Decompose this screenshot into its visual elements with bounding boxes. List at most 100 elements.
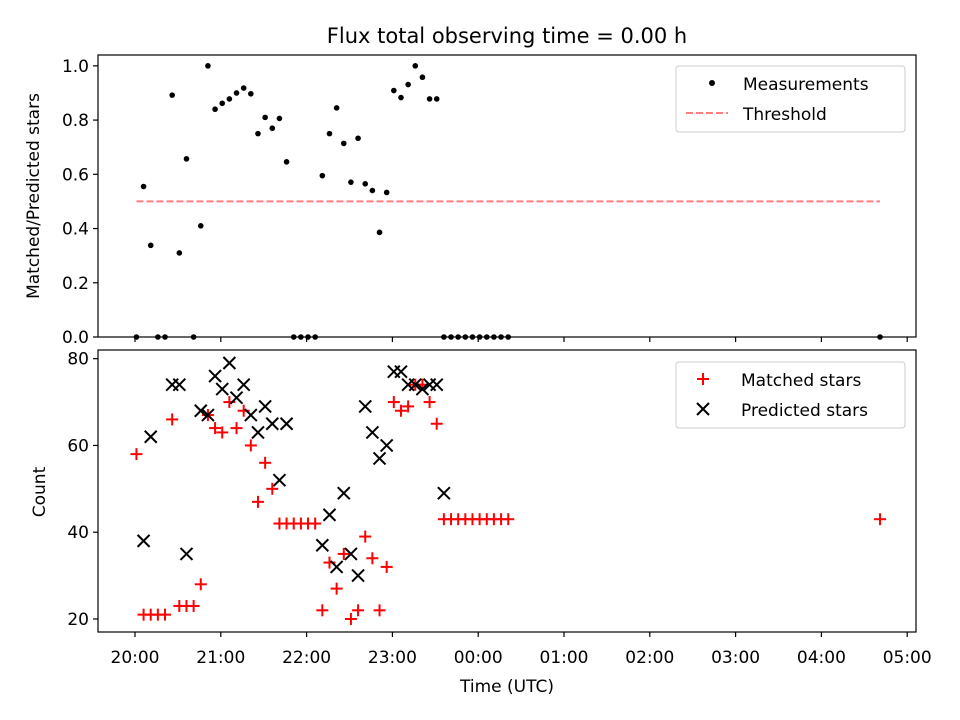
- predicted-stars-point: [329, 560, 344, 574]
- predicted-stars-point: [372, 451, 387, 466]
- bottom-x-tick-label: 02:00: [625, 648, 674, 668]
- matched-stars-point: [330, 582, 343, 595]
- predicted-stars-point: [415, 382, 430, 396]
- measurement-point: [269, 125, 276, 132]
- top-axes-frame: [97, 54, 917, 338]
- bottom-panel: 20 40 60 80 20:00 21:00 22:00 23:00 00:00 01:00 02…: [30, 349, 932, 697]
- matched-stars-point: [373, 604, 386, 617]
- predicted-stars-point: [315, 538, 330, 552]
- measurement-point: [362, 180, 369, 187]
- legend-threshold-label: Threshold: [742, 105, 827, 125]
- predicted-stars-point: [394, 364, 408, 379]
- measurement-point: [383, 189, 390, 196]
- measurement-point: [326, 130, 333, 137]
- top-y-tick-label: 0.6: [62, 165, 89, 185]
- measurement-point: [255, 130, 261, 137]
- measurement-point: [283, 159, 290, 165]
- measurement-point: [419, 74, 426, 81]
- measurement-point: [276, 115, 283, 122]
- predicted-stars-point: [236, 378, 251, 392]
- predicted-stars-point: [179, 547, 194, 561]
- measurement-point: [333, 105, 340, 111]
- matched-stars-point: [244, 439, 257, 452]
- measurement-point: [169, 92, 175, 98]
- measurement-point: [376, 229, 383, 236]
- matched-stars-point: [423, 396, 436, 409]
- legend-measurements-label: Measurements: [743, 75, 869, 95]
- predicted-stars-point: [379, 438, 394, 453]
- legend-predicted-marker: [696, 402, 710, 416]
- bottom-y-tick-label: 60: [67, 436, 89, 456]
- predicted-stars-point: [437, 486, 451, 500]
- predicted-stars-point: [322, 508, 337, 522]
- measurement-point: [240, 85, 247, 91]
- predicted-stars-point: [344, 547, 358, 561]
- matched-stars-point: [402, 400, 415, 413]
- bottom-x-tick-label: 23:00: [368, 648, 417, 668]
- predicted-stars-point: [365, 425, 380, 440]
- bottom-x-tick-label: 03:00: [711, 648, 760, 668]
- bottom-x-tick-label: 04:00: [797, 648, 846, 668]
- predicted-stars-point: [351, 568, 365, 583]
- top-panel: 0.0 0.2 0.4 0.6 0.8 1.0 Matched/Predicted sta…: [24, 54, 917, 348]
- bottom-x-tick-label: 00:00: [454, 648, 503, 668]
- legend-measurements-marker: [709, 80, 715, 86]
- measurement-point: [405, 81, 411, 88]
- predicted-stars-point: [144, 430, 158, 444]
- matched-stars-point: [309, 517, 322, 530]
- predicted-stars-point: [208, 369, 222, 383]
- matched-stars-point: [366, 552, 379, 565]
- legend-predicted-label: Predicted stars: [741, 401, 868, 421]
- chart-title: Flux total observing time = 0.00 h: [327, 24, 687, 48]
- matched-stars-point: [266, 482, 279, 495]
- matched-stars-point: [502, 513, 515, 526]
- predicted-stars-point: [194, 404, 208, 418]
- measurement-point: [176, 250, 183, 256]
- matched-stars-point: [352, 604, 365, 617]
- measurement-point: [262, 114, 268, 121]
- matched-stars-point: [337, 547, 350, 560]
- measurement-point: [197, 223, 204, 229]
- matched-stars-point: [130, 448, 143, 461]
- top-ylabel: Matched/Predicted stars: [24, 93, 44, 299]
- measurement-point: [212, 106, 218, 113]
- measurement-point: [205, 63, 211, 69]
- predicted-stars-point: [136, 534, 151, 548]
- top-y-tick-label: 0.4: [62, 220, 89, 240]
- top-legend: Measurements Threshold: [675, 65, 906, 133]
- measurement-point: [319, 172, 326, 179]
- matched-stars-point: [166, 413, 179, 426]
- top-y-tick-label: 0.8: [62, 111, 89, 131]
- matched-stars-point: [359, 530, 372, 543]
- measurement-point: [183, 156, 190, 162]
- matched-stars-point: [430, 417, 443, 430]
- legend-matched-label: Matched stars: [741, 371, 861, 391]
- matched-stars-point: [230, 422, 243, 435]
- predicted-stars-point: [265, 417, 279, 431]
- measurement-point: [140, 183, 147, 190]
- predicted-stars-point: [244, 408, 258, 422]
- predicted-stars-point: [172, 378, 187, 392]
- bottom-y-tick-label: 20: [67, 610, 89, 630]
- measurement-point: [355, 135, 361, 142]
- bottom-axes-frame: [97, 349, 917, 633]
- predicted-stars-point: [272, 473, 287, 487]
- top-y-tick-label: 1.0: [62, 57, 89, 77]
- bottom-x-tick-label: 22:00: [282, 648, 331, 668]
- matched-stars-point: [251, 495, 264, 508]
- matched-stars-point: [209, 422, 222, 435]
- top-y-tick-label: 0.2: [62, 274, 89, 294]
- matched-stars-point: [316, 604, 329, 617]
- matched-stars-point: [874, 513, 887, 526]
- matched-stars-point: [216, 426, 229, 439]
- predicted-stars-point: [251, 425, 265, 440]
- matched-stars-point: [394, 404, 407, 417]
- matched-stars-point: [194, 578, 207, 591]
- bottom-x-tick-label: 20:00: [111, 648, 160, 668]
- predicted-stars-point: [215, 382, 229, 396]
- legend-matched-marker: [697, 373, 709, 385]
- bottom-y-tick-label: 40: [67, 523, 89, 543]
- measurement-point: [348, 179, 354, 185]
- measurement-point: [412, 63, 419, 69]
